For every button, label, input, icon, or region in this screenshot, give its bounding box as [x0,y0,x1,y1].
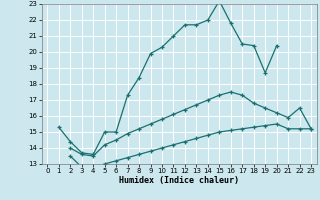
X-axis label: Humidex (Indice chaleur): Humidex (Indice chaleur) [119,176,239,185]
